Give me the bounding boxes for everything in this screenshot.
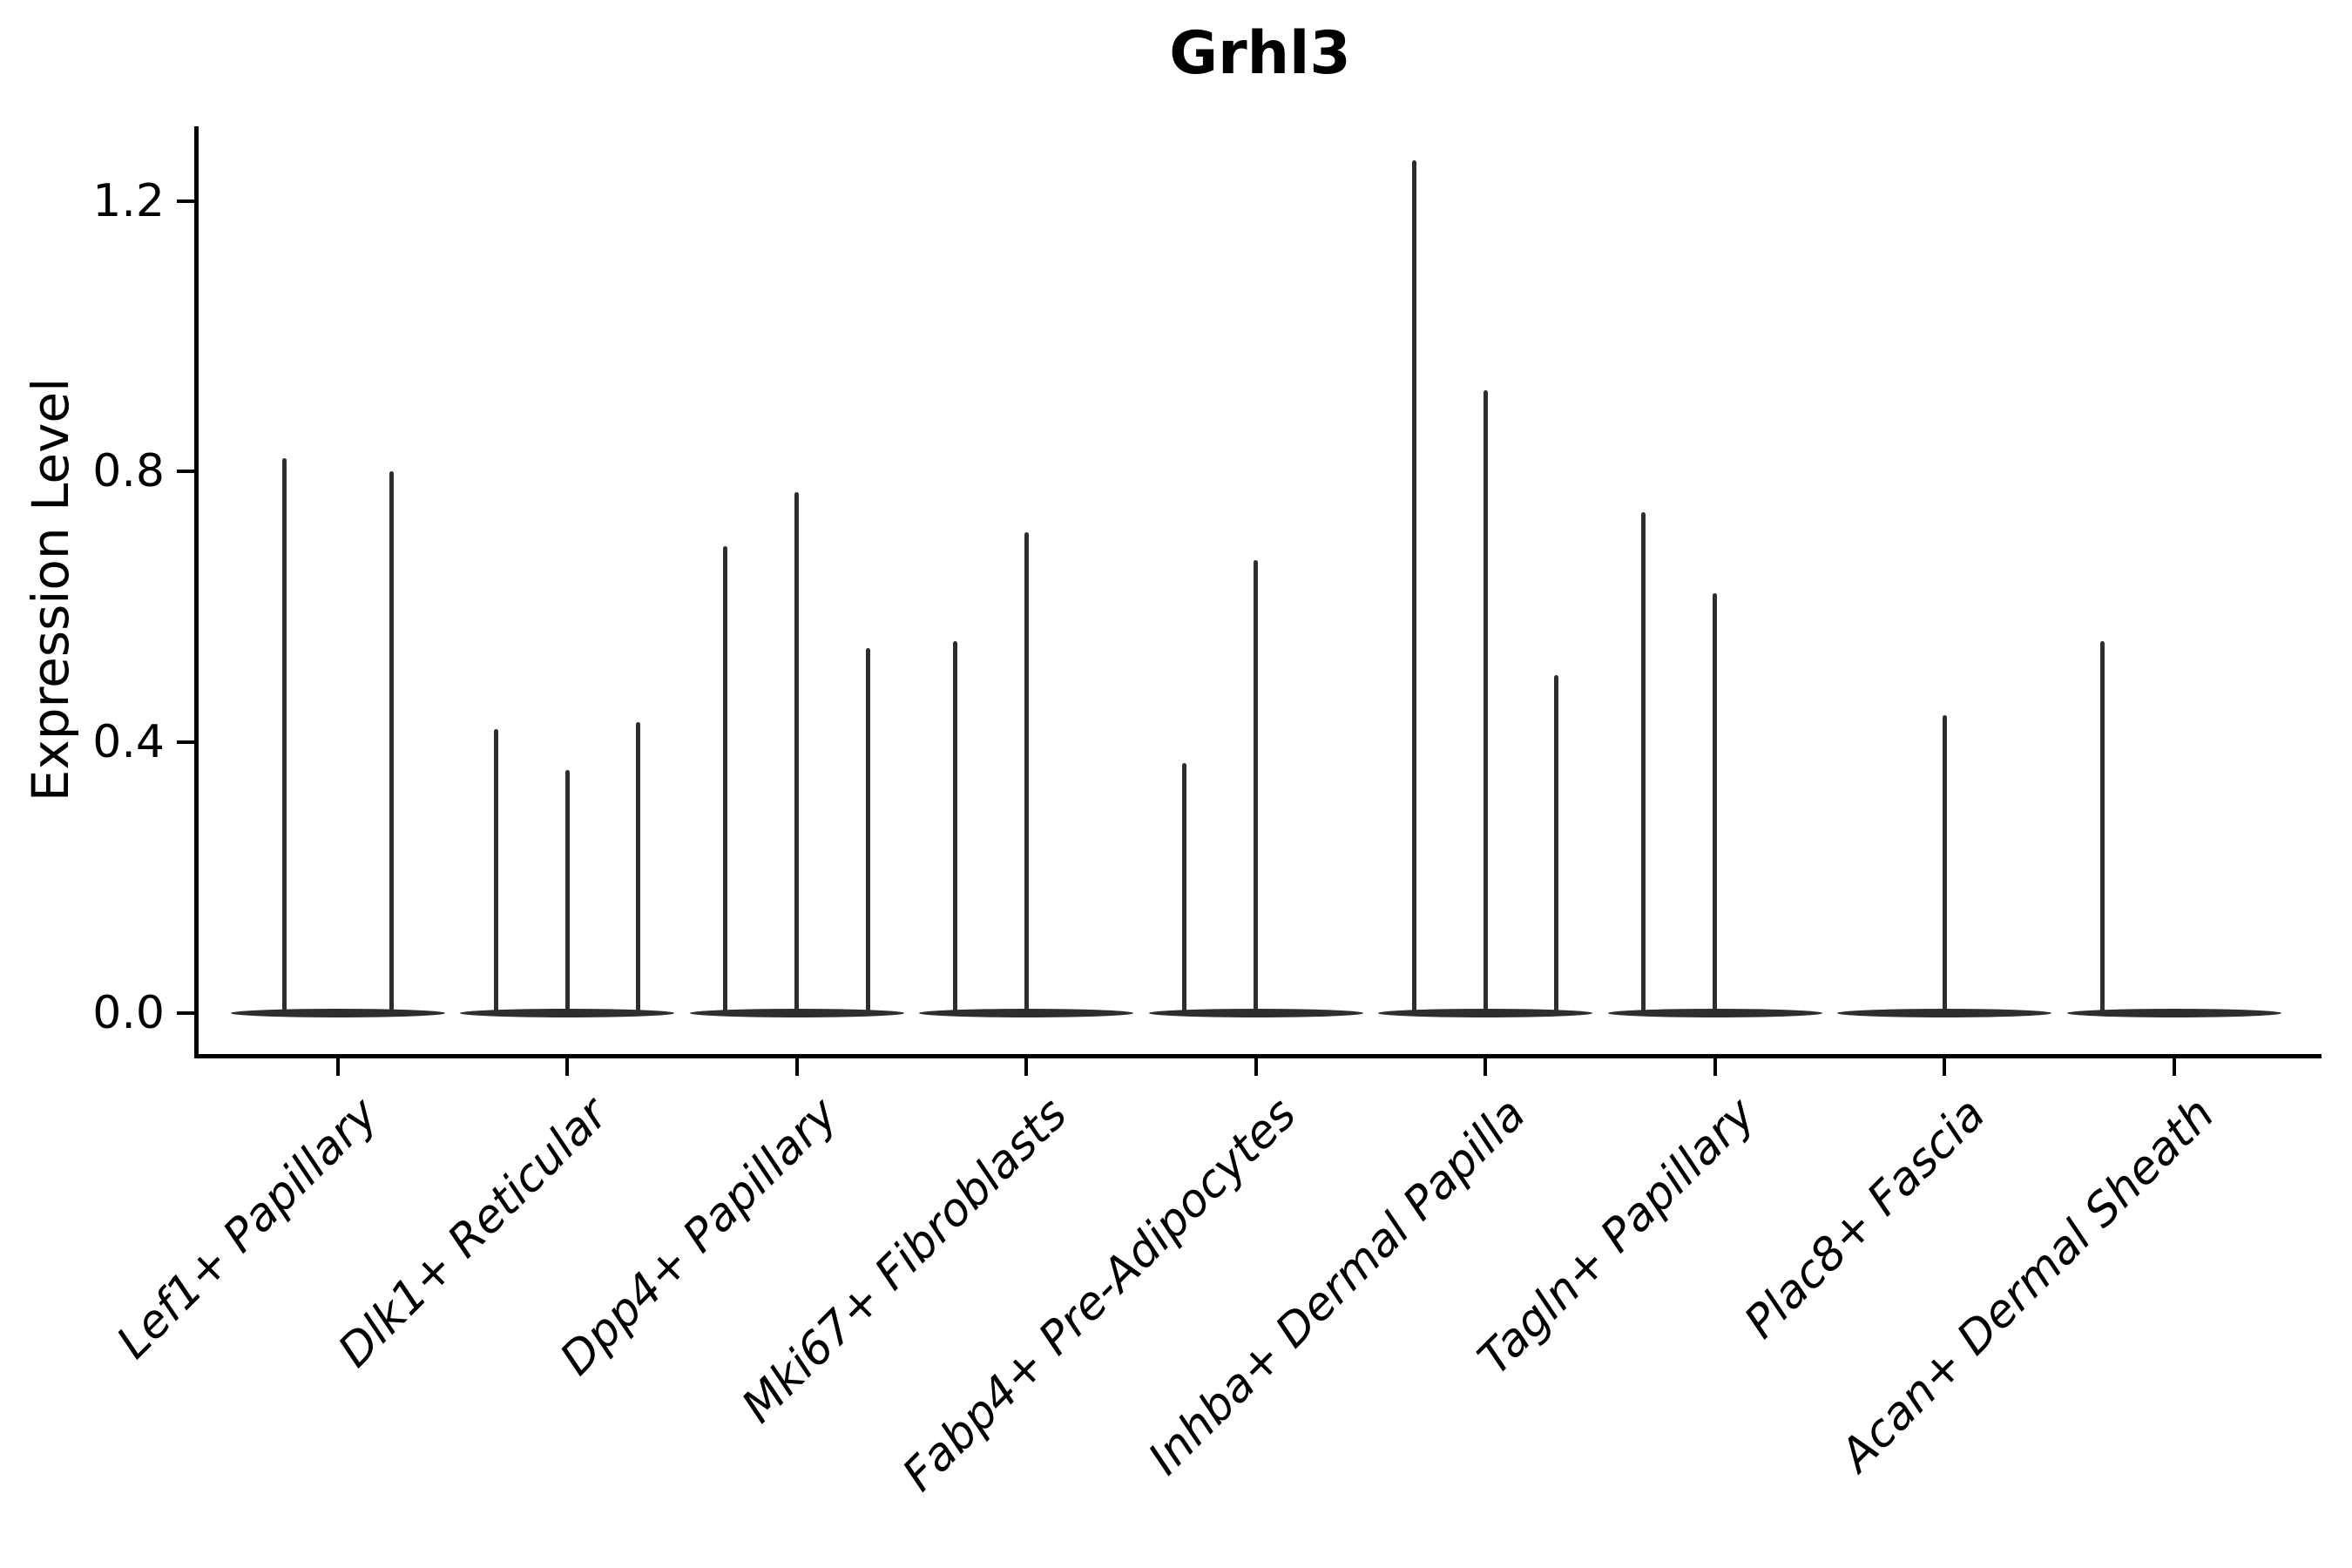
x-tick-label: Fabp4+ Pre-Adipocytes bbox=[893, 1088, 1307, 1502]
violin-spike bbox=[2100, 640, 2105, 1014]
violin-spike bbox=[952, 640, 957, 1014]
y-tick-mark bbox=[177, 199, 194, 203]
violin-spike bbox=[1182, 762, 1186, 1014]
violin-spike bbox=[1554, 674, 1559, 1014]
violin-base bbox=[2066, 1009, 2281, 1018]
violin-spike bbox=[493, 728, 498, 1014]
x-tick-mark bbox=[565, 1058, 569, 1076]
x-tick-mark bbox=[1713, 1058, 1717, 1076]
violin-base bbox=[919, 1009, 1133, 1018]
x-axis-spine bbox=[194, 1054, 2322, 1058]
x-tick-mark bbox=[794, 1058, 799, 1076]
violin-spike bbox=[1024, 532, 1029, 1014]
y-tick-mark bbox=[177, 470, 194, 474]
violin-base bbox=[1148, 1009, 1363, 1018]
y-axis-spine bbox=[194, 126, 199, 1058]
violin-spike bbox=[281, 457, 287, 1014]
violin-spike bbox=[1713, 593, 1717, 1014]
violin-spike bbox=[1411, 159, 1416, 1014]
x-tick-label: Acan+ Dermal Sheath bbox=[1830, 1088, 2225, 1482]
violin-spike bbox=[1483, 390, 1488, 1014]
x-tick-mark bbox=[1943, 1058, 1946, 1076]
violin-spike bbox=[865, 647, 870, 1014]
violin-spike bbox=[389, 471, 394, 1014]
x-tick-label: Inhba+ Dermal Papilla bbox=[1139, 1088, 1537, 1485]
x-tick-mark bbox=[1024, 1058, 1028, 1076]
violin-base bbox=[1607, 1009, 1822, 1018]
chart-title: Grhl3 bbox=[1169, 19, 1351, 88]
y-tick-label: 0.0 bbox=[92, 987, 165, 1040]
violin-base bbox=[230, 1009, 445, 1018]
y-axis-label: Expression Level bbox=[21, 377, 80, 802]
violin-base bbox=[460, 1009, 674, 1018]
violin-spike bbox=[723, 545, 727, 1014]
violin-base bbox=[689, 1009, 904, 1018]
violin-spike bbox=[636, 722, 641, 1014]
x-tick-mark bbox=[1484, 1058, 1487, 1076]
y-tick-label: 0.4 bbox=[92, 716, 165, 769]
y-tick-mark bbox=[177, 740, 194, 745]
violin-base bbox=[1378, 1009, 1592, 1018]
violin-spike bbox=[1254, 559, 1258, 1014]
y-tick-mark bbox=[177, 1011, 194, 1016]
violin-base bbox=[1837, 1009, 2051, 1018]
x-tick-label: Plac8+ Fascia bbox=[1734, 1088, 1996, 1349]
y-tick-label: 0.8 bbox=[92, 445, 165, 498]
violin-spike bbox=[794, 491, 799, 1014]
x-tick-mark bbox=[335, 1058, 340, 1076]
violin-spike bbox=[1641, 512, 1646, 1014]
y-tick-label: 1.2 bbox=[92, 174, 165, 227]
x-tick-mark bbox=[1254, 1058, 1258, 1076]
x-tick-mark bbox=[2172, 1058, 2176, 1076]
violin-spike bbox=[1942, 715, 1947, 1014]
violin-spike bbox=[564, 769, 570, 1014]
